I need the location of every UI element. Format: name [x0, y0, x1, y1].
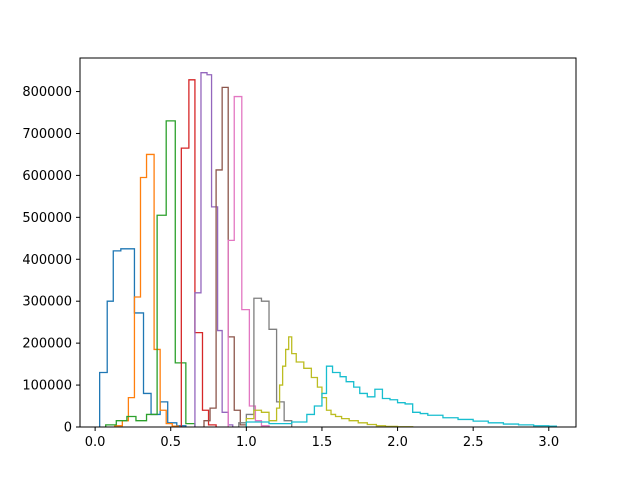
- y-tick-label: 500000: [22, 211, 72, 226]
- x-tick-label: 0.0: [85, 435, 106, 450]
- histogram-series-7: [227, 95, 270, 427]
- x-tick-label: 3.0: [538, 435, 559, 450]
- y-tick-label: 300000: [22, 295, 72, 310]
- y-tick-label: 400000: [22, 253, 72, 268]
- histogram-step-line: [245, 365, 557, 427]
- x-tick-label: 2.5: [463, 435, 484, 450]
- y-tick-label: 600000: [22, 169, 72, 184]
- y-tick-label: 800000: [22, 85, 72, 100]
- histogram-step-line: [105, 120, 196, 427]
- x-tick-label: 1.5: [312, 435, 333, 450]
- x-tick-label: 2.0: [387, 435, 408, 450]
- plot-frame: [79, 57, 577, 428]
- axes-layer: 0.0 0.5 1.0 1.5 2.0 2.5 3.0 0 100000 200000 300000…: [22, 57, 577, 450]
- histogram-series-9: [245, 336, 414, 428]
- histogram-series-6: [203, 86, 247, 427]
- y-tick-label: 200000: [22, 337, 72, 352]
- series-layer: [99, 72, 557, 428]
- x-tick-label: 0.5: [160, 435, 181, 450]
- y-tick-label: 0: [64, 421, 72, 436]
- histogram-series-10: [245, 365, 557, 427]
- x-tick-label: 1.0: [236, 435, 257, 450]
- histogram-series-3: [105, 120, 196, 427]
- histogram-step-line: [227, 95, 270, 427]
- histogram-series-1: [99, 248, 187, 427]
- histogram-step-line: [245, 336, 414, 428]
- histogram-step-line: [203, 86, 247, 427]
- y-tick-label: 700000: [22, 127, 72, 142]
- y-tick-label: 100000: [22, 379, 72, 394]
- histogram-step-line: [180, 79, 217, 427]
- histogram-series-4: [180, 79, 217, 427]
- histogram-step-line: [99, 248, 187, 427]
